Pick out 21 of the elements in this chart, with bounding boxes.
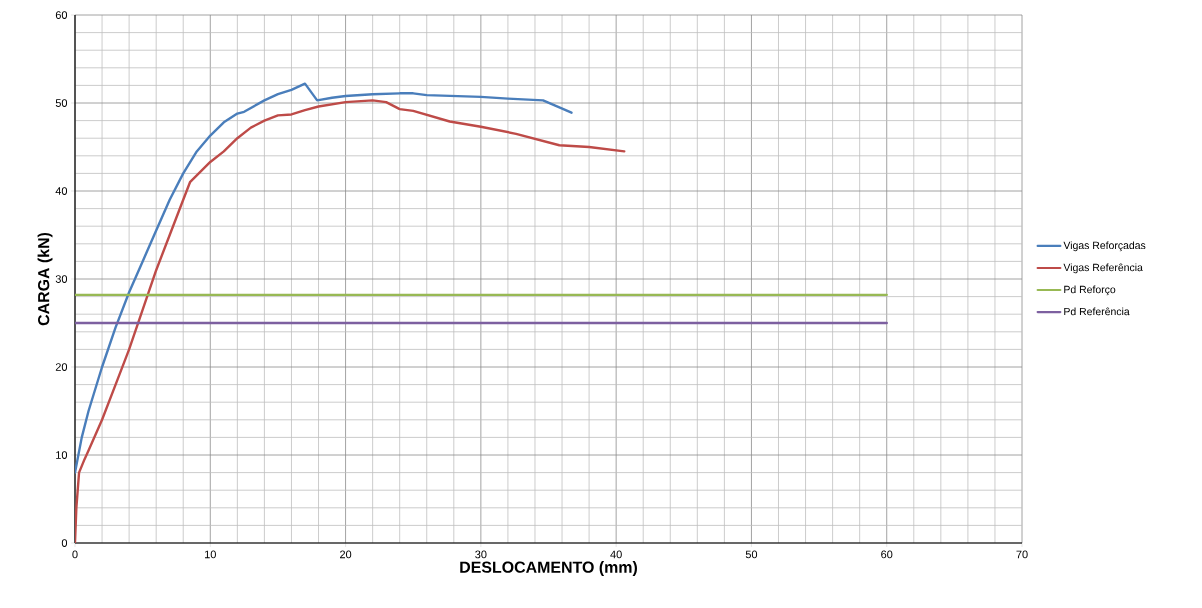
legend-label: Vigas Referência [1063,263,1143,274]
y-tick-label: 60 [55,11,68,19]
x-tick-label: 10 [205,550,216,559]
y-tick-label: 40 [55,187,68,195]
x-tick-label: 30 [475,550,487,559]
y-tick-label: 30 [55,275,68,283]
legend-label: Vigas Reforçadas [1063,241,1146,252]
y-tick-label: 20 [55,363,68,371]
x-tick-label: 0 [72,550,78,559]
y-axis-title: CARGA (kN) [37,232,53,326]
x-tick-label: 60 [881,550,893,559]
legend-label: Pd Reforço [1064,285,1116,296]
legend-label: Pd Referência [1064,307,1130,316]
y-tick-label: 50 [55,99,68,107]
x-tick-label: 40 [610,550,622,559]
y-tick-label: 10 [56,451,68,459]
x-tick-label: 70 [1016,550,1028,559]
x-tick-label: 20 [340,550,352,559]
y-tick-label: 0 [61,539,68,547]
x-tick-label: 50 [745,550,758,559]
x-axis-title: DESLOCAMENTO (mm) [460,561,637,576]
